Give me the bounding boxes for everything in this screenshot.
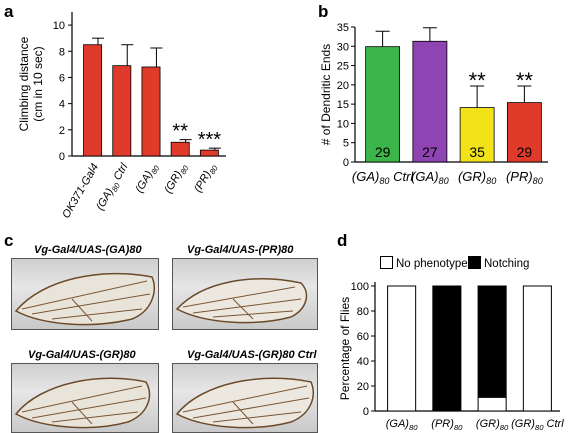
b-significance: **: [469, 68, 487, 93]
a-ytick-label: 0: [59, 151, 65, 163]
d-bar-segment: [477, 285, 507, 398]
a-bar: [170, 141, 190, 157]
b-ylabel: # of Dendritic Ends: [319, 44, 333, 145]
d-bar-segment: [522, 285, 552, 412]
d-ytick-label: 60: [357, 331, 369, 343]
d-bar-segment: [387, 285, 417, 412]
b-category-label: (GA)80: [411, 169, 449, 186]
b-category-label: (GA)80 Ctrl: [352, 169, 415, 186]
wing-image-1: [11, 258, 159, 330]
b-bar: [412, 40, 448, 163]
d-bar-segment: [432, 285, 462, 412]
legend-swatch-white: [380, 256, 393, 269]
wing-caption-3: Vg-Gal4/UAS-(GR)80: [28, 349, 136, 361]
b-significance: **: [516, 68, 534, 93]
d-category-label: (PR)80: [431, 418, 463, 432]
d-ytick-label: 40: [357, 356, 369, 368]
b-ytick-label: 0: [343, 157, 349, 169]
a-ytick-label: 8: [59, 46, 65, 58]
d-category-label: (GR)80 Ctrl: [511, 418, 564, 432]
d-ytick-label: 80: [357, 306, 369, 318]
b-ytick-label: 30: [337, 41, 349, 53]
b-ytick-label: 25: [337, 61, 349, 73]
panel-a-label: a: [4, 2, 14, 21]
b-ytick-label: 5: [343, 138, 349, 150]
b-ytick-label: 35: [337, 22, 349, 34]
a-ytick-label: 6: [59, 72, 65, 84]
b-bar: [365, 46, 401, 163]
a-significance: ***: [198, 129, 222, 151]
b-bar-label: 27: [422, 144, 438, 160]
wing-caption-2: Vg-Gal4/UAS-(PR)80: [187, 244, 294, 256]
b-ytick-label: 20: [337, 80, 349, 92]
panel-b-label: b: [318, 2, 329, 21]
a-bar: [112, 65, 132, 157]
wing-caption-4: Vg-Gal4/UAS-(GR)80 Ctrl: [187, 349, 317, 361]
d-bar-segment: [477, 396, 507, 412]
wing-caption-1: Vg-Gal4/UAS-(GA)80: [34, 244, 142, 256]
a-bar: [199, 149, 219, 157]
a-bar: [83, 44, 103, 157]
a-ytick-label: 4: [59, 99, 65, 111]
b-bar: [506, 102, 542, 163]
d-ytick-label: 20: [357, 381, 369, 393]
a-ytick-label: 10: [53, 20, 65, 32]
d-ytick-label: 0: [363, 406, 369, 418]
legend-swatch-black: [468, 256, 481, 269]
d-category-label: (GR)80: [476, 418, 509, 432]
b-bar-label: 29: [517, 144, 533, 160]
b-category-label: (PR)80: [506, 169, 543, 186]
wing-image-2: [172, 258, 318, 330]
a-significance: **: [172, 121, 188, 143]
legend-no-phenotype: No phenotype: [380, 256, 468, 270]
b-category-label: (GR)80: [458, 169, 496, 186]
wing-image-3: [11, 363, 159, 433]
a-ylabel-line2: (cm in 10 sec): [31, 46, 45, 121]
b-ytick-label: 10: [337, 118, 349, 130]
wing-image-4: [172, 363, 318, 433]
d-ylabel: Percentage of Flies: [338, 297, 352, 400]
d-ytick-label: 100: [351, 281, 369, 293]
b-bar-label: 29: [375, 144, 391, 160]
b-ytick-label: 15: [337, 99, 349, 111]
d-category-label: (GA)80: [386, 418, 419, 432]
panel-d-label: d: [337, 231, 348, 250]
legend-notching: Notching: [468, 256, 529, 270]
panel-c-label: c: [4, 231, 14, 250]
a-ytick-label: 2: [59, 125, 65, 137]
b-bar-label: 35: [469, 144, 485, 160]
a-bar: [141, 66, 161, 157]
a-ylabel-line1: Climbing distance: [17, 36, 31, 131]
